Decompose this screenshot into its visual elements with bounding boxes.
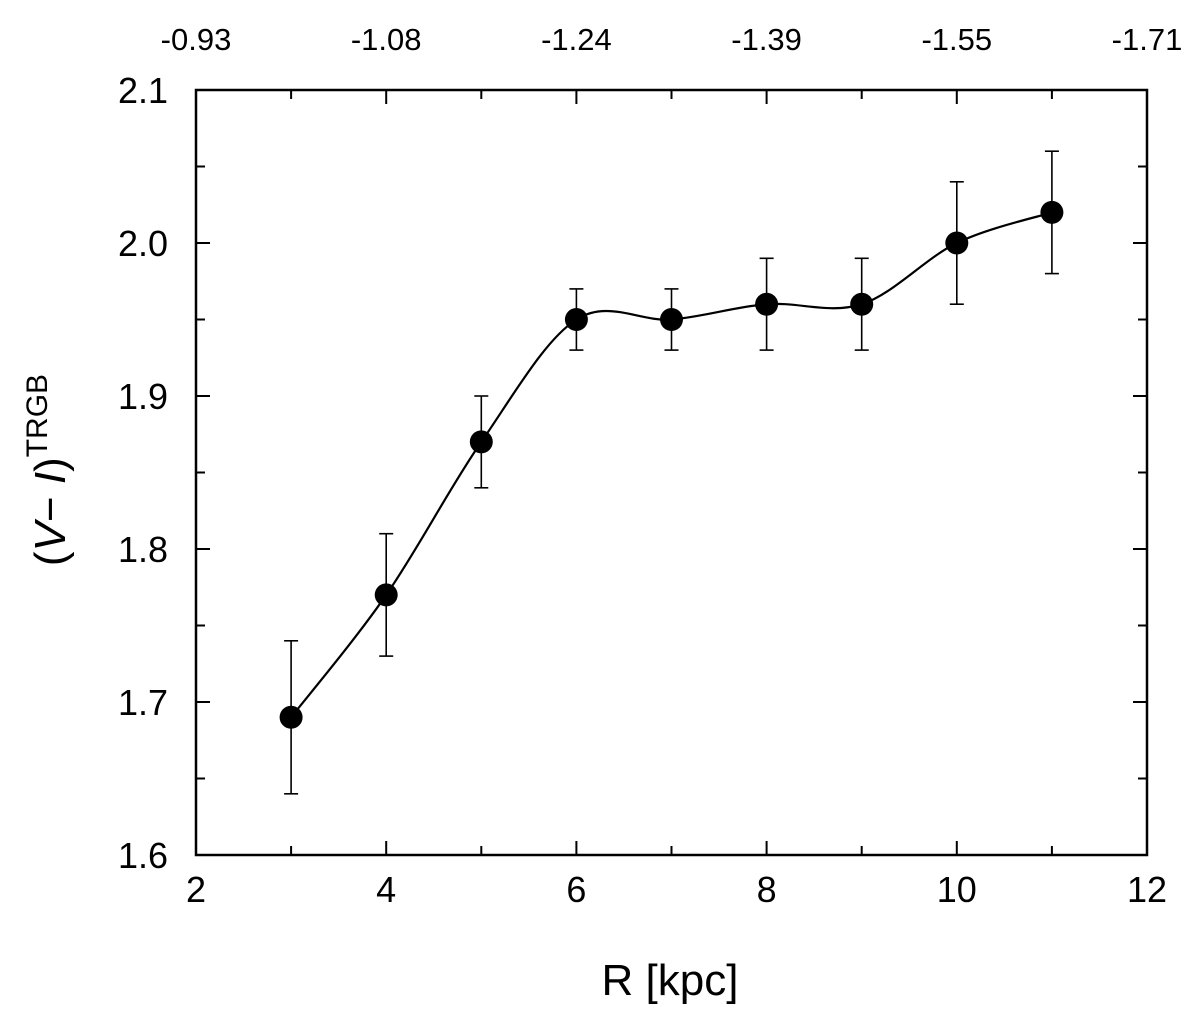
tick-labels-group: 2 4 6 8 10 12 -0.93 -1.08 -1.24 -1.39 -1.55 -1.71 1.… bbox=[118, 22, 1182, 910]
y-tick-label: 1.8 bbox=[118, 529, 168, 570]
top-tick-label: -1.55 bbox=[921, 22, 992, 57]
y-axis-title-i: I bbox=[26, 472, 75, 484]
y-axis-title-superscript: TRGB bbox=[21, 374, 54, 457]
y-tick-label: 1.6 bbox=[118, 835, 168, 876]
x-tick-label: 12 bbox=[1127, 869, 1167, 910]
y-axis-title-open-paren: ( bbox=[26, 551, 75, 566]
y-axis-title-close-paren: ) bbox=[26, 457, 75, 472]
data-point bbox=[374, 583, 398, 607]
y-tick-label: 2.1 bbox=[118, 70, 168, 111]
y-tick-label: 1.7 bbox=[118, 682, 168, 723]
x-tick-label: 6 bbox=[566, 869, 586, 910]
x-tick-label: 8 bbox=[757, 869, 777, 910]
data-point bbox=[850, 292, 874, 316]
smooth-fit-curve-group bbox=[290, 211, 1053, 718]
top-tick-label: -1.08 bbox=[351, 22, 422, 57]
y-axis-title-v: V bbox=[26, 518, 75, 551]
data-point bbox=[1040, 200, 1064, 224]
top-tick-label: -0.93 bbox=[161, 22, 232, 57]
data-point bbox=[469, 430, 493, 454]
data-point bbox=[279, 705, 303, 729]
top-tick-label: -1.71 bbox=[1112, 22, 1183, 57]
error-bars-group bbox=[284, 150, 1059, 795]
axis-ticks-group bbox=[195, 89, 1148, 856]
y-tick-label: 1.9 bbox=[118, 376, 168, 417]
data-point bbox=[755, 292, 779, 316]
x-tick-label: 2 bbox=[186, 869, 206, 910]
data-points-group bbox=[279, 200, 1064, 729]
y-axis-title-minus: − bbox=[26, 484, 75, 522]
x-axis-title: R [kpc] bbox=[602, 956, 739, 1005]
x-tick-label: 4 bbox=[376, 869, 396, 910]
top-tick-label: -1.24 bbox=[541, 22, 612, 57]
data-point bbox=[660, 308, 683, 331]
data-point bbox=[564, 308, 588, 331]
data-point bbox=[945, 231, 969, 255]
y-axis-title: (V− I)TRGB bbox=[21, 374, 75, 566]
plot-frame bbox=[194, 88, 1149, 857]
fit-curve bbox=[290, 211, 1053, 718]
y-tick-label: 2.0 bbox=[118, 223, 168, 264]
top-tick-label: -1.39 bbox=[731, 22, 802, 57]
x-tick-label: 10 bbox=[937, 869, 977, 910]
